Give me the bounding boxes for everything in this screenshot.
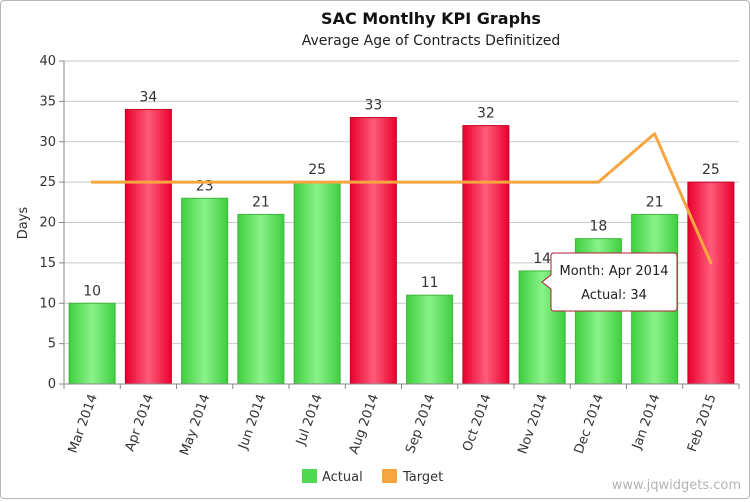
x-tick-label: Oct 2014 xyxy=(460,392,495,453)
bar-value-label: 34 xyxy=(139,89,157,105)
bar-value-label: 25 xyxy=(702,162,720,178)
bar-sep-2014[interactable] xyxy=(406,294,454,385)
tooltip: Month: Apr 2014 Actual: 34 xyxy=(541,252,678,312)
x-tick-label: Jul 2014 xyxy=(293,392,326,448)
y-tick-label: 15 xyxy=(39,256,56,271)
x-tick-label: Dec 2014 xyxy=(572,392,607,456)
bars xyxy=(68,108,735,385)
legend-label-actual[interactable]: Actual xyxy=(322,470,363,485)
x-tick-label: Feb 2015 xyxy=(685,392,720,454)
y-tick-label: 25 xyxy=(39,175,56,190)
y-tick-label: 5 xyxy=(48,337,56,352)
x-axis-ticks: Mar 2014 Apr 2014 May 2014 Jun 2014 Jul 2014… xyxy=(63,384,740,458)
legend-label-target[interactable]: Target xyxy=(402,470,443,485)
x-tick-label: Apr 2014 xyxy=(123,392,158,453)
x-tick-label: Jun 2014 xyxy=(236,392,270,452)
y-axis-label: Days xyxy=(16,207,31,240)
x-tick-label: Nov 2014 xyxy=(515,392,551,456)
y-tick-label: 10 xyxy=(39,296,56,311)
chart-subtitle: Average Age of Contracts Definitized xyxy=(302,33,561,49)
bar-value-label: 33 xyxy=(364,98,382,114)
bar-value-label: 10 xyxy=(83,283,101,299)
bar-feb-2015[interactable] xyxy=(687,181,735,385)
bar-value-label: 32 xyxy=(477,106,495,122)
bar-value-label: 14 xyxy=(533,251,551,267)
tooltip-line-1: Month: Apr 2014 xyxy=(560,264,669,279)
target-line-group xyxy=(90,132,713,265)
bar-value-label: 18 xyxy=(589,219,607,235)
y-tick-label: 30 xyxy=(39,135,56,150)
bar-value-label: 11 xyxy=(421,275,439,291)
y-tick-label: 35 xyxy=(39,94,56,109)
bar-aug-2014[interactable] xyxy=(349,117,397,385)
bar-oct-2014[interactable] xyxy=(462,125,510,385)
y-tick-label: 0 xyxy=(48,377,56,392)
x-tick-label: Mar 2014 xyxy=(66,392,101,455)
x-tick-label: Aug 2014 xyxy=(347,392,383,456)
bar-may-2014[interactable] xyxy=(181,197,229,385)
legend-swatch-actual[interactable] xyxy=(302,469,317,483)
x-tick-label: Sep 2014 xyxy=(403,392,438,455)
legend: Actual Target xyxy=(302,469,443,485)
y-tick-label: 20 xyxy=(39,216,56,231)
bar-apr-2014[interactable] xyxy=(124,108,172,385)
chart-title: SAC Montlhy KPI Graphs xyxy=(321,9,541,28)
bar-mar-2014[interactable] xyxy=(68,302,116,385)
tooltip-line-2: Actual: 34 xyxy=(581,288,647,303)
bar-jun-2014[interactable] xyxy=(237,213,285,385)
x-tick-label: Jan 2014 xyxy=(629,392,663,452)
bar-value-label: 25 xyxy=(308,162,326,178)
legend-swatch-target[interactable] xyxy=(382,469,397,483)
bar-value-label: 21 xyxy=(646,194,664,210)
y-tick-label: 40 xyxy=(39,54,56,69)
y-axis-ticks: 0 5 10 15 20 25 30 35 40 xyxy=(39,54,64,392)
tooltip-box xyxy=(541,252,678,312)
target-line[interactable] xyxy=(90,132,713,265)
watermark: www.jqwidgets.com xyxy=(612,478,741,493)
x-tick-label: May 2014 xyxy=(177,392,213,457)
bar-jul-2014[interactable] xyxy=(293,181,341,385)
bar-value-label: 21 xyxy=(252,194,270,210)
